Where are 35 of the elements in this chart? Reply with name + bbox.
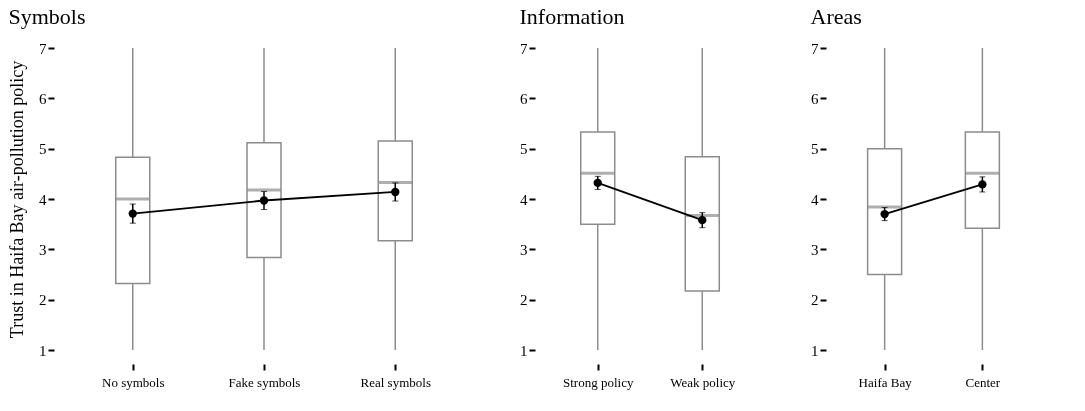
y-tick-label: 2	[520, 292, 528, 309]
x-tick-label: Haifa Bay	[858, 374, 913, 390]
y-tick-label: 6	[39, 90, 47, 107]
y-tick-label: 7	[520, 40, 528, 57]
x-tick-label: Weak policy	[670, 374, 736, 390]
y-tick-label: 5	[520, 141, 528, 158]
chart-title: Symbols	[8, 4, 86, 29]
x-tick-label: Strong policy	[563, 374, 634, 390]
y-tick-label: 5	[811, 141, 819, 158]
y-tick-label: 3	[811, 241, 819, 258]
y-tick-label: 6	[520, 90, 528, 107]
y-tick-label: 1	[811, 342, 819, 359]
x-tick-label: Fake symbols	[228, 374, 301, 390]
y-tick-label: 2	[811, 292, 819, 309]
y-tick-label: 3	[39, 241, 47, 258]
x-tick-label: Real symbols	[360, 374, 431, 390]
y-tick-label: 6	[811, 90, 819, 107]
chart-title: Information	[519, 4, 625, 29]
x-tick-label: Center	[965, 374, 1001, 390]
x-tick-label: No symbols	[102, 374, 165, 390]
point	[391, 187, 400, 197]
y-axis-title: Trust in Haifa Bay air-pollution policy	[7, 60, 27, 339]
point	[259, 196, 269, 205]
chart-title: Areas	[810, 4, 862, 29]
y-tick-label: 1	[520, 342, 528, 359]
y-tick-label: 5	[39, 141, 47, 158]
y-tick-label: 7	[39, 40, 47, 57]
y-tick-label: 4	[811, 191, 819, 208]
y-tick-label: 1	[39, 342, 47, 359]
y-tick-label: 2	[39, 292, 47, 309]
point	[128, 209, 137, 218]
y-tick-label: 4	[520, 191, 528, 208]
y-tick-label: 7	[811, 40, 819, 57]
y-tick-label: 4	[39, 191, 47, 208]
y-tick-label: 3	[520, 241, 528, 258]
